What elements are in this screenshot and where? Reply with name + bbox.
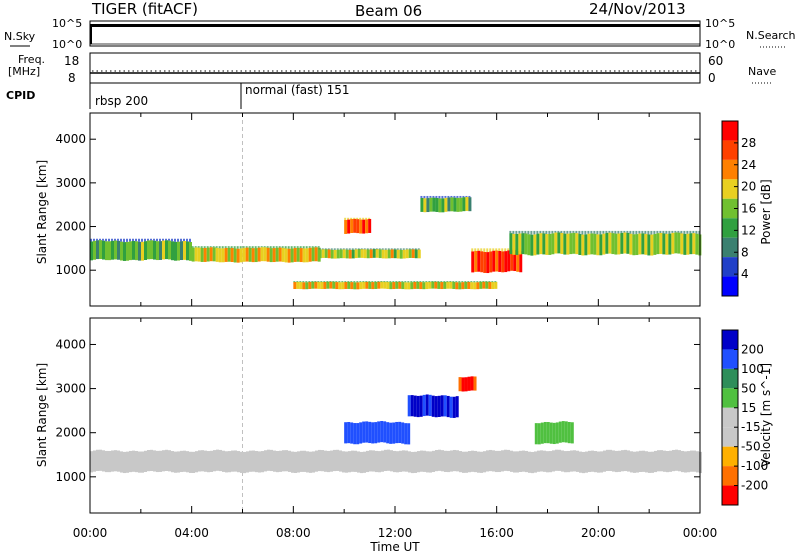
- power-colorbar-label: Power [dB]: [759, 179, 773, 244]
- cpid-panel: CPID rbsp 200 normal (fast) 151: [6, 83, 349, 109]
- power-colorbar-cell-2: [722, 159, 738, 180]
- x-tick-4: 16:00: [479, 526, 514, 540]
- power-echo-band-5: [471, 248, 523, 274]
- velocity-colorbar-cell-2: [722, 368, 738, 389]
- velocity-colorbar-cell-3: [722, 388, 738, 408]
- power-colorbar-tick-4: 20: [741, 180, 756, 194]
- nsearch-tick-bottom: 10^0: [705, 38, 735, 51]
- velocity-echo-band-4: [445, 461, 524, 470]
- nsky-tick-top: 10^5: [52, 17, 82, 30]
- velocity-colorbar-cell-7: [722, 466, 738, 486]
- freq-tick-top: 18: [64, 54, 79, 68]
- power-colorbar-cell-3: [722, 179, 738, 199]
- beam-title: Beam 06: [355, 2, 422, 20]
- velocity-y-tick-2: 3000: [55, 382, 86, 396]
- x-axis-label: Time UT: [369, 540, 420, 554]
- velocity-colorbar-cell-1: [722, 349, 738, 369]
- velocity-colorbar-tick-6: -100: [741, 459, 768, 473]
- power-colorbar-cell-6: [722, 237, 738, 258]
- x-tick-3: 12:00: [378, 526, 413, 540]
- power-y-ticks: 1000 2000 3000 4000: [55, 113, 701, 306]
- power-colorbar-tick-1: 8: [741, 245, 749, 259]
- power-echo-band-7: [293, 281, 498, 290]
- velocity-colorbar-cell-5: [722, 427, 738, 447]
- nsearch-tick-top: 10^5: [705, 17, 735, 30]
- cpid-segment-0: rbsp 200: [95, 94, 148, 108]
- power-colorbar-tick-5: 24: [741, 158, 756, 172]
- power-panel: 1000 2000 3000 4000 Slant Range [km]: [35, 112, 702, 307]
- cpid-segment-1: normal (fast) 151: [245, 83, 349, 97]
- power-y-tick-3: 4000: [55, 132, 86, 146]
- nsky-label: N.Sky: [4, 30, 36, 43]
- power-echo-band-3: [344, 217, 372, 234]
- velocity-colorbar-tick-4: -15: [741, 420, 761, 434]
- velocity-echo-band-0: [90, 449, 702, 474]
- station-title: TIGER (fitACF): [91, 0, 198, 18]
- power-colorbar-cell-4: [722, 198, 738, 219]
- power-y-tick-0: 1000: [55, 263, 86, 277]
- velocity-colorbar-tick-2: 50: [741, 381, 756, 395]
- nave-label: Nave: [748, 65, 776, 78]
- power-echo-band-6: [509, 230, 702, 256]
- velocity-ylabel: Slant Range [km]: [35, 363, 49, 467]
- x-tick-5: 20:00: [581, 526, 616, 540]
- velocity-colorbar-tick-0: 200: [741, 342, 764, 356]
- velocity-colorbar-tick-3: 15: [741, 401, 756, 415]
- velocity-colorbar-cell-8: [722, 485, 738, 505]
- power-colorbar-tick-0: 4: [741, 267, 749, 281]
- power-echo-band-1: [191, 246, 321, 263]
- power-colorbar-tick-6: 28: [741, 136, 756, 150]
- nave-tick-top: 60: [708, 54, 723, 68]
- velocity-panel: 1000 2000 3000 4000 Slant Range [km]: [35, 317, 702, 514]
- freq-panel: Freq. [MHz] 18 8 60 0 Nave: [8, 52, 776, 85]
- power-y-tick-2: 3000: [55, 176, 86, 190]
- velocity-y-tick-1: 2000: [55, 426, 86, 440]
- nsky-panel: N.Sky 10^5 10^0 10^5 10^0 N.Search: [4, 17, 796, 51]
- power-colorbar-cell-7: [722, 257, 738, 277]
- velocity-colorbar-tick-5: -50: [741, 440, 761, 454]
- velocity-colorbar-cell-4: [722, 407, 738, 428]
- velocity-y-tick-0: 1000: [55, 470, 86, 484]
- velocity-colorbar: 200 100 50 15 -15 -50 -100 -200: [721, 329, 768, 506]
- cpid-label: CPID: [6, 89, 35, 102]
- power-echoes: [90, 113, 702, 306]
- velocity-y-tick-3: 4000: [55, 337, 86, 351]
- date-title: 24/Nov/2013: [589, 0, 686, 18]
- nsky-tick-bottom: 10^0: [52, 38, 82, 51]
- freq-label-bottom: [MHz]: [8, 65, 40, 78]
- power-colorbar-tick-3: 16: [741, 202, 756, 216]
- x-tick-0: 00:00: [73, 526, 108, 540]
- power-y-tick-1: 2000: [55, 220, 86, 234]
- velocity-colorbar-cell-6: [722, 446, 738, 467]
- power-ylabel: Slant Range [km]: [35, 160, 49, 264]
- power-colorbar: 4 8 12 16 20 24 28: [721, 120, 756, 297]
- velocity-colorbar-cell-0: [722, 330, 738, 350]
- power-colorbar-cell-0: [722, 121, 738, 141]
- x-tick-1: 04:00: [174, 526, 209, 540]
- nave-tick-bottom: 0: [708, 71, 716, 85]
- power-colorbar-cell-5: [722, 218, 738, 238]
- velocity-colorbar-tick-1: 100: [741, 362, 764, 376]
- freq-label-top: Freq.: [18, 53, 45, 66]
- velocity-colorbar-tick-7: -200: [741, 479, 768, 493]
- velocity-y-ticks: 1000 2000 3000 4000: [55, 318, 701, 513]
- power-echo-band-0: [90, 238, 192, 261]
- velocity-echo-band-1: [344, 420, 411, 445]
- freq-tick-bottom: 8: [68, 71, 76, 85]
- power-colorbar-cell-1: [722, 140, 738, 160]
- x-tick-6: 00:00: [683, 526, 718, 540]
- x-axis-ticks: 00:00 04:00 08:00 12:00 16:00 20:00 00:00: [73, 526, 718, 540]
- velocity-colorbar-label: Velocity [m s^-1]: [759, 363, 773, 467]
- nsearch-label: N.Search: [746, 29, 796, 42]
- velocity-echo-band-2: [407, 394, 459, 418]
- power-echo-band-4: [420, 195, 472, 213]
- power-colorbar-cell-8: [722, 276, 738, 296]
- x-tick-2: 08:00: [276, 526, 311, 540]
- velocity-echo-band-3: [458, 376, 477, 392]
- power-colorbar-tick-2: 12: [741, 223, 756, 237]
- velocity-echo-band-5: [534, 421, 574, 445]
- power-echo-band-2: [318, 248, 421, 259]
- velocity-echoes: [90, 318, 702, 513]
